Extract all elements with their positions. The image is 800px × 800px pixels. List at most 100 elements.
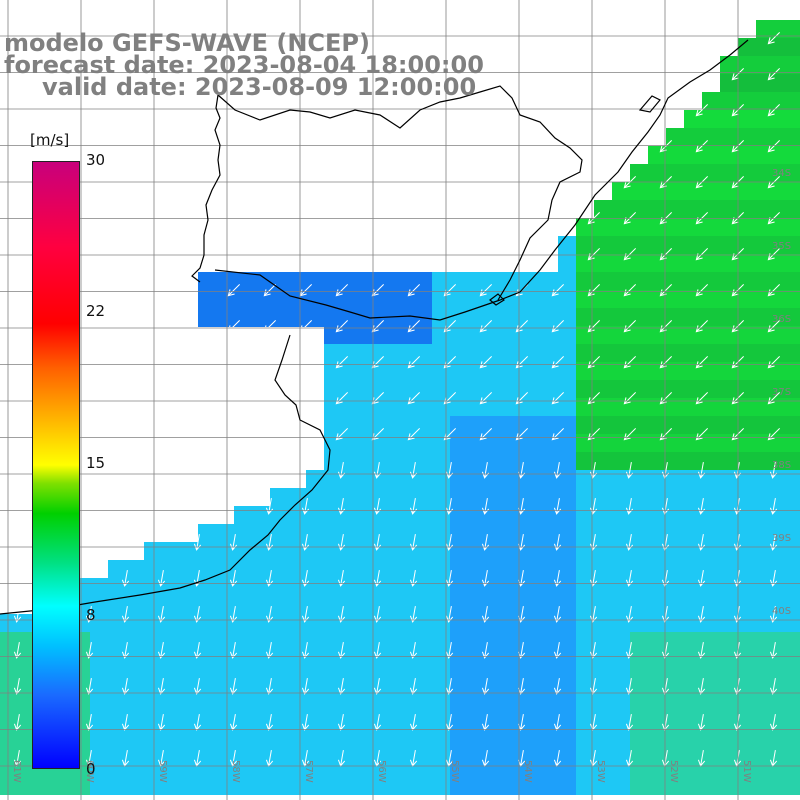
wind-speed-cell (342, 290, 361, 309)
wind-speed-cell (378, 344, 397, 363)
wind-speed-cell (774, 344, 793, 363)
wind-speed-cell (432, 740, 451, 759)
wind-arrow (157, 642, 166, 659)
wind-speed-cell (522, 560, 541, 579)
wind-speed-cell (684, 542, 703, 561)
wind-speed-cell (378, 722, 397, 741)
wind-speed-cell (792, 164, 800, 183)
wind-speed-cell (738, 272, 757, 291)
colorbar-tick-15: 15 (86, 454, 106, 472)
wind-speed-cell (594, 632, 613, 651)
wind-speed-cell (162, 542, 181, 561)
wind-speed-cell (630, 740, 649, 759)
longitude-label: 61W (11, 760, 22, 783)
wind-speed-cell (288, 614, 307, 633)
wind-speed-cell (360, 416, 379, 435)
wind-speed-cell (288, 578, 307, 597)
wind-speed-cell (144, 632, 163, 651)
wind-speed-cell (756, 344, 775, 363)
wind-speed-cell (594, 380, 613, 399)
wind-speed-cell (558, 344, 577, 363)
wind-speed-cell (504, 776, 523, 795)
wind-speed-cell (306, 632, 325, 651)
wind-speed-cell (234, 542, 253, 561)
wind-speed-cell (684, 218, 703, 237)
wind-speed-cell (216, 524, 235, 543)
wind-speed-cell (342, 416, 361, 435)
wind-speed-cell (396, 686, 415, 705)
wind-speed-cell (504, 704, 523, 723)
wind-speed-cell (450, 596, 469, 615)
wind-speed-cell (486, 542, 505, 561)
wind-speed-cell (234, 290, 253, 309)
wind-speed-cell (468, 416, 487, 435)
wind-speed-cell (414, 488, 433, 507)
wind-speed-cell (792, 272, 800, 291)
wind-speed-cell (612, 614, 631, 633)
wind-speed-cell (666, 488, 685, 507)
wind-speed-cell (486, 614, 505, 633)
wind-speed-cell (756, 308, 775, 327)
wind-speed-cell (774, 254, 793, 273)
wind-speed-cell (792, 488, 800, 507)
wind-speed-cell (630, 452, 649, 471)
wind-speed-cell (288, 740, 307, 759)
wind-speed-cell (756, 74, 775, 93)
wind-speed-cell (252, 632, 271, 651)
wind-speed-cell (720, 92, 739, 111)
wind-speed-cell (288, 560, 307, 579)
wind-speed-cell (702, 614, 721, 633)
wind-speed-cell (540, 380, 559, 399)
wind-speed-cell (756, 686, 775, 705)
wind-speed-cell (558, 704, 577, 723)
wind-speed-cell (576, 236, 595, 255)
wind-arrow (659, 391, 673, 405)
wind-speed-cell (648, 488, 667, 507)
wind-speed-cell (360, 686, 379, 705)
wind-speed-cell (90, 578, 109, 597)
wind-speed-cell (522, 578, 541, 597)
wind-speed-cell (252, 740, 271, 759)
wind-speed-cell (144, 542, 163, 561)
wind-speed-cell (792, 56, 800, 75)
wind-speed-cell (594, 362, 613, 381)
wind-speed-cell (396, 326, 415, 345)
wind-speed-cell (414, 704, 433, 723)
wind-speed-cell (396, 416, 415, 435)
wind-arrow (409, 678, 418, 695)
wind-speed-cell (342, 668, 361, 687)
wind-speed-cell (594, 416, 613, 435)
wind-speed-cell (720, 254, 739, 273)
wind-speed-cell (486, 434, 505, 453)
wind-speed-cell (378, 470, 397, 489)
wind-speed-cell (774, 416, 793, 435)
wind-speed-cell (558, 506, 577, 525)
forecast-date: forecast date: 2023-08-04 18:00:00 (4, 51, 484, 79)
wind-speed-cell (342, 758, 361, 777)
wind-arrow (13, 678, 22, 695)
wind-speed-cell (486, 470, 505, 489)
wind-speed-cell (792, 362, 800, 381)
wind-speed-cell (414, 560, 433, 579)
wind-speed-cell (594, 776, 613, 795)
wind-speed-cell (738, 632, 757, 651)
wind-speed-cell (522, 668, 541, 687)
wind-speed-cell (396, 488, 415, 507)
wind-speed-cell (324, 272, 343, 291)
wind-speed-cell (342, 272, 361, 291)
wind-speed-cell (432, 452, 451, 471)
wind-speed-cell (594, 542, 613, 561)
wind-speed-cell (540, 650, 559, 669)
wind-speed-cell (774, 200, 793, 219)
wind-speed-cell (774, 128, 793, 147)
wind-speed-cell (756, 614, 775, 633)
wind-speed-cell (756, 632, 775, 651)
colorbar-tick-22: 22 (86, 302, 106, 320)
wind-speed-cell (522, 632, 541, 651)
wind-speed-cell (630, 506, 649, 525)
wind-speed-cell (378, 272, 397, 291)
wind-speed-cell (270, 308, 289, 327)
wind-speed-cell (594, 704, 613, 723)
wind-speed-cell (414, 758, 433, 777)
wind-speed-cell (252, 686, 271, 705)
